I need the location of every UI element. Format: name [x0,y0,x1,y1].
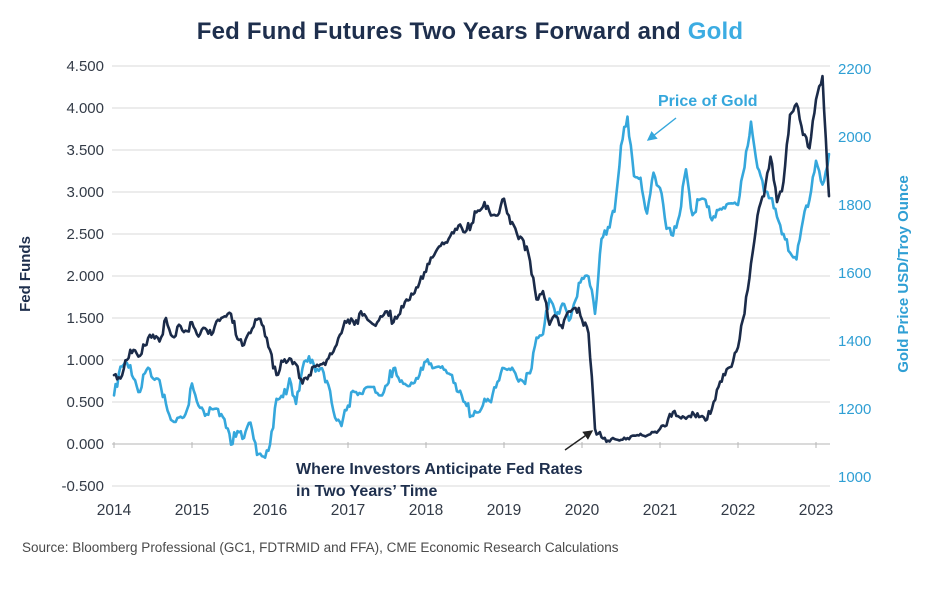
right-axis-tick-label: 2000 [838,129,871,146]
x-axis-year-label: 2023 [799,502,833,519]
fed-funds-futures-line [112,74,831,444]
right-axis-tick-label: 1800 [838,197,871,214]
price-of-gold-arrow [646,117,677,141]
right-axis-title: Gold Price USD/Troy Ounce [895,175,912,373]
left-axis-tick-label: 3.000 [66,184,104,201]
left-axis-tick-label: 2.500 [66,226,104,243]
left-axis-tick-label: 0.000 [66,436,104,453]
right-axis-tick-label: 2200 [838,61,871,78]
x-axis-year-label: 2014 [97,502,132,519]
left-axis-tick-label: 2.000 [66,268,104,285]
fed-rates-annotation-line1: Where Investors Anticipate Fed Rates [296,461,583,478]
source-text: Source: Bloomberg Professional (GC1, FDT… [22,540,619,555]
x-axis-year-label: 2019 [487,502,521,519]
left-axis-tick-label: 4.000 [66,100,104,117]
x-axis-year-label: 2021 [643,502,677,519]
chart-title-main: Fed Fund Futures Two Years Forward and [196,18,688,45]
left-axis-tick-label: 0.500 [66,394,104,411]
right-axis-tick-label: 1600 [838,265,871,282]
left-axis-tick-label: 1.500 [66,310,104,327]
right-axis-tick-label: 1400 [838,333,871,350]
x-axis-year-label: 2016 [253,502,287,519]
gold-price-line [112,115,831,460]
fed-rates-annotation-line2: in Two Years’ Time [296,483,438,500]
x-axis-year-label: 2015 [175,502,209,519]
x-axis-year-label: 2022 [721,502,755,519]
right-axis-tick-label: 1200 [838,401,871,418]
chart-title-accent: Gold [687,18,744,45]
left-axis-tick-label: 3.500 [66,142,104,159]
left-axis-tick-label: 4.500 [66,58,104,75]
left-axis-tick-label: 1.000 [66,352,104,369]
x-axis-year-label: 2020 [565,502,600,519]
left-axis-title: Fed Funds [17,236,34,312]
fed-rates-arrow [564,430,594,451]
chart-title: Fed Fund Futures Two Years Forward and G… [0,0,940,46]
left-axis-tick-label: -0.500 [61,478,104,495]
price-of-gold-annotation: Price of Gold [658,93,758,110]
x-axis-year-label: 2017 [331,502,365,519]
x-axis-year-label: 2018 [409,502,443,519]
chart-canvas: 4.500 4.000 3.500 3.000 2.500 2.000 1.500 1.000… [17,58,912,519]
right-axis-tick-label: 1000 [838,469,871,486]
